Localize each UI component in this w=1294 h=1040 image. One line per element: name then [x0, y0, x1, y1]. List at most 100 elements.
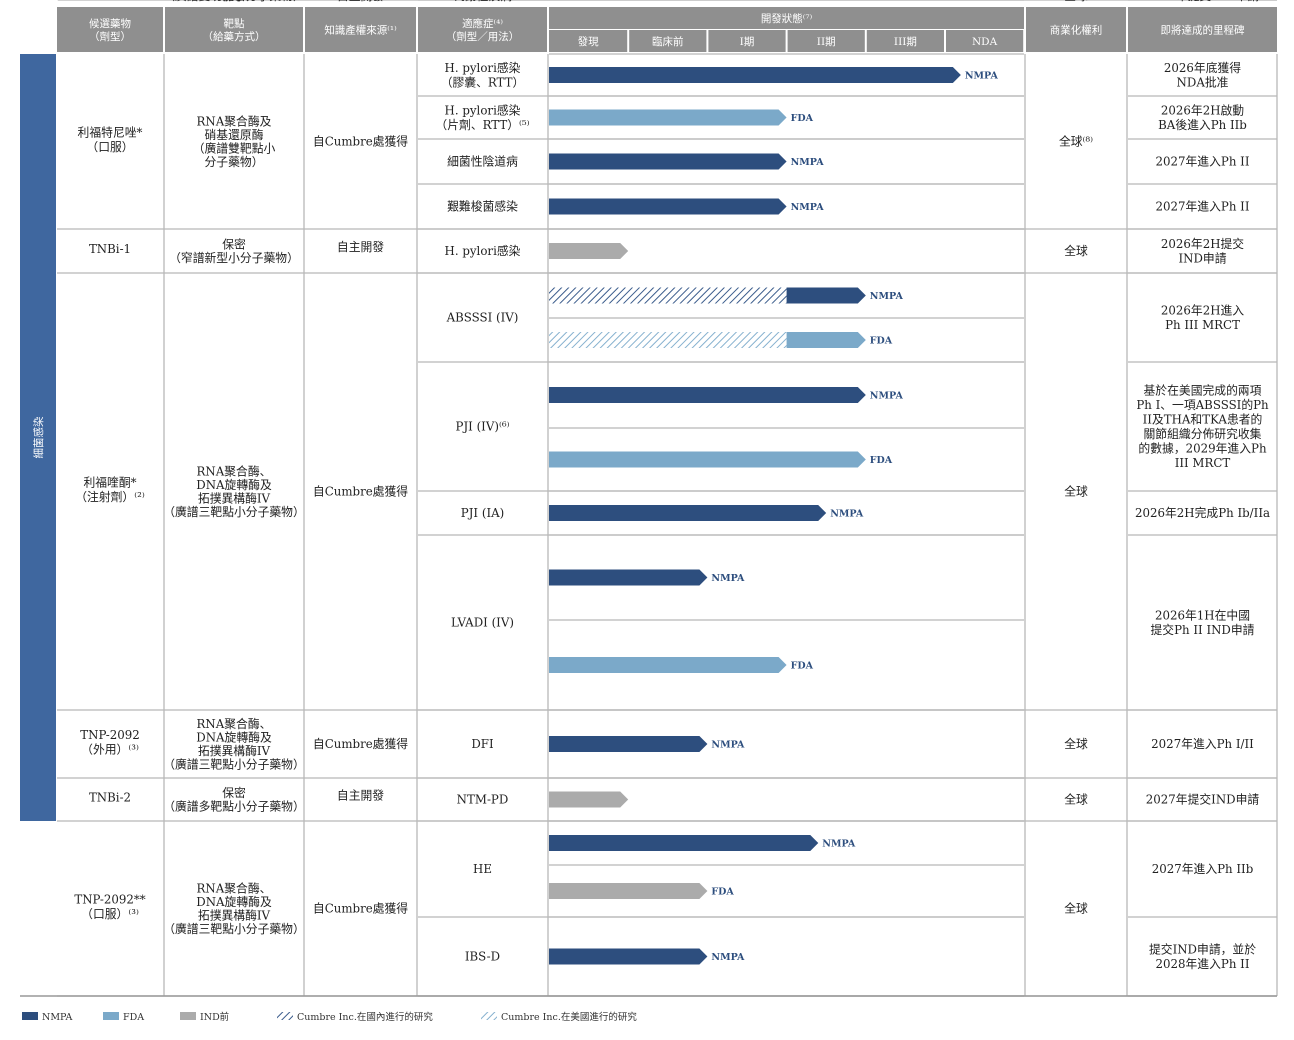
candidate-ip-source: 自Cumbre處獲得	[313, 902, 408, 916]
commercial-rights: 全球⁽⁸⁾	[1059, 135, 1093, 149]
candidate-name: TNBi-1	[89, 242, 131, 256]
indication-name: LVADI (IV)	[451, 616, 514, 630]
bar-label: NMPA	[830, 509, 864, 520]
header-indication: 適應症⁽⁴⁾（劑型／用法）	[446, 17, 520, 43]
candidate-name: 利福喹酮*（注射劑）⁽²⁾	[75, 475, 145, 504]
milestone-text: 基於在美國完成的兩項 Ph I、一項ABSSSI的Ph II及THA和TKA患者的關…	[1136, 383, 1269, 470]
category-label: 細菌代謝	[17, 0, 59, 7]
candidate-target: 保密（窄譜新型小分子藥物）	[169, 237, 299, 264]
bar-label: NMPA	[791, 202, 825, 213]
candidate-target: RNA聚合酶、 DNA旋轉酶及拓撲異構酶IV （廣譜三靶點小分子藥物）	[163, 881, 305, 936]
commercial-rights: 全球	[1064, 793, 1088, 807]
stage-header-bg	[549, 30, 628, 52]
candidate-ip-source: 自Cumbre處獲得	[313, 737, 408, 751]
milestone-text: 2028年提交IND申請	[1146, 0, 1260, 3]
bar-progress	[549, 657, 787, 673]
stage-header-bg	[708, 30, 786, 52]
header-status-bg	[549, 7, 1024, 29]
candidate-name: 利福特尼唑*（口服）	[78, 125, 143, 154]
header-rights: 商業化權利	[1050, 23, 1103, 36]
bar-label: NMPA	[870, 291, 904, 302]
legend-label: IND前	[200, 1011, 229, 1023]
bar-progress	[549, 387, 866, 403]
bar-label: FDA	[791, 113, 814, 124]
bar-progress	[549, 109, 787, 126]
candidate-target: RNA聚合酶、 DNA旋轉酶及拓撲異構酶IV （廣譜三靶點小分子藥物）	[163, 717, 305, 772]
legend-label: NMPA	[42, 1012, 73, 1023]
indication-name: 艱難梭菌感染	[447, 200, 518, 214]
legend-swatch	[277, 1012, 293, 1020]
indication-name: NTM-PD	[457, 793, 509, 807]
stage-header-label: 發現	[578, 35, 599, 48]
legend-swatch	[180, 1012, 196, 1020]
bar-cumbre-segment	[549, 332, 787, 348]
bar-label: NMPA	[822, 839, 856, 850]
commercial-rights: 全球	[1064, 485, 1088, 499]
header-candidate-bg	[57, 7, 163, 52]
bar-label: NMPA	[870, 391, 904, 402]
milestone-text: 2026年1H在中國提交Ph II IND申請	[1151, 608, 1255, 637]
bar-label: FDA	[870, 336, 893, 347]
commercial-rights: 全球	[1064, 902, 1088, 916]
header-status: 開發狀態⁽⁷⁾	[761, 12, 813, 25]
milestone-text: 2026年2H進入 Ph III MRCT	[1161, 303, 1244, 332]
stage-header-bg	[787, 30, 865, 52]
bar-progress	[549, 451, 866, 468]
indication-name: H. pylori感染（膠囊、RTT）	[441, 61, 525, 90]
candidate-ip-source: 自主開發	[337, 0, 384, 3]
milestone-text: 提交IND申請，並於 2028年進入Ph II	[1149, 942, 1256, 971]
header-ip-bg	[305, 7, 416, 52]
indication-name: IBS-D	[465, 950, 500, 964]
bar-label: NMPA	[791, 157, 825, 168]
milestone-text: 2027年進入Ph IIb	[1152, 862, 1254, 876]
bar-progress	[549, 67, 961, 83]
bar-cumbre-segment	[549, 287, 787, 304]
candidate-name: TNBi-2	[89, 791, 131, 805]
milestone-text: 2026年2H完成Ph Ib/IIa	[1135, 506, 1270, 520]
category-band	[20, 54, 56, 821]
bar-label: NMPA	[711, 573, 745, 584]
bar-progress	[549, 505, 827, 521]
category-label: 細菌感染	[32, 416, 45, 458]
bar-progress	[786, 332, 866, 348]
candidate-ip-source: 自Cumbre處獲得	[313, 485, 408, 499]
indication-name: HE	[473, 862, 492, 876]
indication-name: H. pylori感染（片劑、RTT）⁽⁵⁾	[435, 103, 529, 132]
bar-progress	[786, 287, 866, 304]
milestone-text: 2027年進入Ph II	[1155, 200, 1249, 214]
legend-swatch	[22, 1012, 38, 1020]
bar-progress	[549, 883, 708, 899]
legend-label: Cumbre Inc.在國內進行的研究	[297, 1011, 433, 1023]
candidate-target: 保密（廣譜雙功能小分子藥物）	[163, 0, 305, 3]
milestone-text: 2026年2H提交 IND申請	[1161, 237, 1244, 265]
legend-swatch	[481, 1012, 497, 1020]
bar-progress	[549, 569, 708, 586]
bar-progress	[549, 736, 708, 752]
bar-progress	[549, 948, 708, 965]
indication-name: H. pylori感染	[445, 244, 521, 258]
candidate-ip-source: 自主開發	[337, 240, 384, 254]
header-ip: 知識產權來源⁽¹⁾	[324, 23, 397, 36]
indication-name: 細菌性陰道病	[447, 155, 518, 169]
commercial-rights: 全球	[1064, 244, 1088, 258]
header-milestone: 即將達成的里程碑	[1161, 23, 1245, 36]
candidate-name: TNBm-1	[85, 0, 135, 3]
indication-name: ABSSSI (IV)	[446, 311, 519, 325]
bar-label: NMPA	[711, 740, 745, 751]
indication-name: PJI (IV)⁽⁶⁾	[456, 420, 510, 434]
indication-name: DFI	[471, 737, 494, 751]
candidate-name: TNP-2092**（口服）⁽³⁾	[74, 892, 145, 921]
milestone-text: 2026年2H啟動 BA後進入Ph IIb	[1158, 103, 1247, 132]
bar-progress	[549, 198, 787, 215]
legend-label: FDA	[123, 1012, 144, 1023]
milestone-text: 2027年進入Ph I/II	[1151, 737, 1254, 751]
candidate-ip-source: 自主開發	[337, 789, 384, 803]
stage-header-bg	[629, 30, 707, 52]
stage-header-bg	[946, 30, 1024, 52]
commercial-rights: 全球	[1064, 737, 1088, 751]
bar-label: NMPA	[965, 71, 999, 82]
bar-label: FDA	[711, 887, 734, 898]
bar-progress	[549, 243, 629, 259]
bar-label: NMPA	[711, 952, 745, 963]
